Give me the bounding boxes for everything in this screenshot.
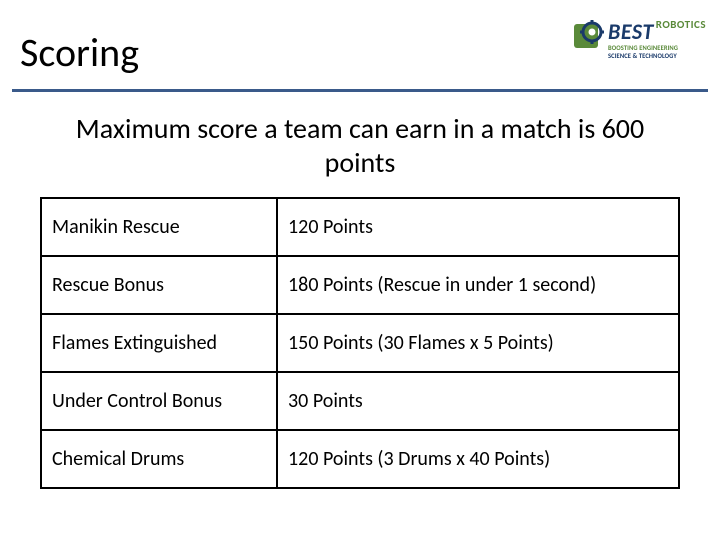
table-row: Manikin Rescue 120 Points [41, 198, 679, 256]
row-value: 120 Points (3 Drums x 40 Points) [277, 430, 679, 488]
logo-tagline-1: BOOSTING ENGINEERING [608, 44, 678, 52]
logo-icon [572, 20, 604, 52]
table-row: Flames Extinguished 150 Points (30 Flame… [41, 314, 679, 372]
logo-main-text: BESTROBOTICS [608, 18, 706, 45]
scoring-table: Manikin Rescue 120 Points Rescue Bonus 1… [40, 197, 680, 489]
row-value: 30 Points [277, 372, 679, 430]
subtitle: Maximum score a team can earn in a match… [40, 112, 680, 197]
slide-header: Scoring BESTROBOTICS BOOSTING ENGINEERIN… [0, 0, 720, 85]
row-value: 180 Points (Rescue in under 1 second) [277, 256, 679, 314]
table-row: Rescue Bonus 180 Points (Rescue in under… [41, 256, 679, 314]
row-value: 120 Points [277, 198, 679, 256]
best-robotics-logo: BESTROBOTICS BOOSTING ENGINEERING SCIENC… [572, 18, 702, 74]
logo-robotics: ROBOTICS [656, 18, 706, 31]
row-label: Chemical Drums [41, 430, 277, 488]
slide-content: Maximum score a team can earn in a match… [0, 92, 720, 489]
row-label: Flames Extinguished [41, 314, 277, 372]
row-label: Under Control Bonus [41, 372, 277, 430]
table-row: Under Control Bonus 30 Points [41, 372, 679, 430]
row-label: Rescue Bonus [41, 256, 277, 314]
row-label: Manikin Rescue [41, 198, 277, 256]
table-row: Chemical Drums 120 Points (3 Drums x 40 … [41, 430, 679, 488]
logo-tagline-2: SCIENCE & TECHNOLOGY [608, 52, 677, 60]
row-value: 150 Points (30 Flames x 5 Points) [277, 314, 679, 372]
logo-best: BEST [608, 18, 654, 45]
scoring-table-body: Manikin Rescue 120 Points Rescue Bonus 1… [41, 198, 679, 488]
